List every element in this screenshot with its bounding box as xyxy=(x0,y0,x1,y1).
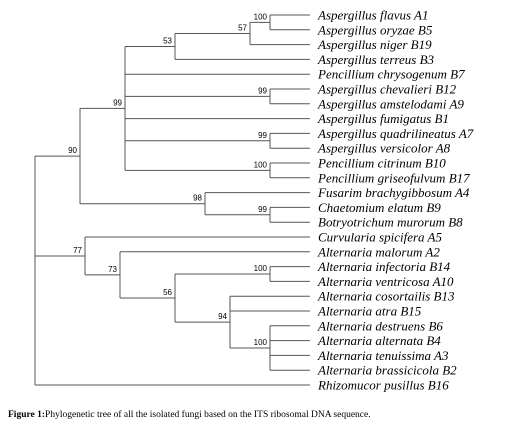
bootstrap-value: 57 xyxy=(238,24,247,33)
taxon-label: Alternaria atra B15 xyxy=(317,304,422,319)
bootstrap-value: 100 xyxy=(254,338,268,347)
taxon-label: Aspergillus terreus B3 xyxy=(317,52,435,67)
taxon-label: Alternaria infectoria B14 xyxy=(317,259,451,274)
taxon-label: Aspergillus versicolor A8 xyxy=(317,141,451,156)
bootstrap-value: 100 xyxy=(254,264,268,273)
bootstrap-value: 94 xyxy=(218,312,227,321)
taxon-label: Aspergillus quadrilineatus A7 xyxy=(317,126,474,141)
caption-text: Phylogenetic tree of all the isolated fu… xyxy=(45,409,371,420)
taxon-label: Pencillium citrinum B10 xyxy=(317,156,446,171)
taxon-label: Botryotrichum murorum B8 xyxy=(318,215,463,230)
taxon-label: Fusarim brachygibbosum A4 xyxy=(317,185,470,200)
taxon-label: Alternaria alternata B4 xyxy=(317,333,441,348)
bootstrap-value: 99 xyxy=(258,131,267,140)
bootstrap-value: 73 xyxy=(108,265,117,274)
taxon-label: Aspergillus amstelodami A9 xyxy=(317,96,464,111)
taxon-label: Alternaria tenuissima A3 xyxy=(317,348,449,363)
taxon-label: Aspergillus oryzae B5 xyxy=(317,22,433,37)
bootstrap-value: 99 xyxy=(113,98,122,107)
taxon-label: Aspergillus flavus A1 xyxy=(317,8,429,23)
taxon-label: Alternaria brassicicola B2 xyxy=(317,363,457,378)
bootstrap-value: 90 xyxy=(68,146,77,155)
taxon-label: Curvularia spicifera A5 xyxy=(318,230,442,245)
bootstrap-value: 100 xyxy=(254,12,268,21)
taxon-label: Aspergillus niger B19 xyxy=(317,37,432,52)
bootstrap-value: 100 xyxy=(254,160,268,169)
bootstrap-value: 56 xyxy=(163,288,172,297)
bootstrap-value: 99 xyxy=(258,205,267,214)
taxon-label: Pencillium griseofulvum B17 xyxy=(317,170,470,185)
taxon-label: Alternaria destruens B6 xyxy=(317,318,443,333)
taxon-label: Aspergillus chevalieri B12 xyxy=(317,82,457,97)
taxon-label: Alternaria cosortailis B13 xyxy=(317,289,455,304)
taxon-label: Alternaria ventricosa A10 xyxy=(317,274,454,289)
taxon-label: Rhizomucor pusillus B16 xyxy=(317,378,449,393)
bootstrap-value: 99 xyxy=(258,86,267,95)
taxon-label: Aspergillus fumigatus B1 xyxy=(317,111,449,126)
taxon-label: Alternaria malorum A2 xyxy=(317,244,440,259)
taxon-label: Pencillium chrysogenum B7 xyxy=(317,67,465,82)
bootstrap-value: 53 xyxy=(163,36,172,45)
caption: Figure 1:Phylogenetic tree of all the is… xyxy=(8,409,371,420)
taxon-label: Chaetomium elatum B9 xyxy=(318,200,441,215)
bootstrap-value: 77 xyxy=(73,246,82,255)
caption-label: Figure 1: xyxy=(8,410,45,420)
bootstrap-value: 98 xyxy=(193,194,202,203)
